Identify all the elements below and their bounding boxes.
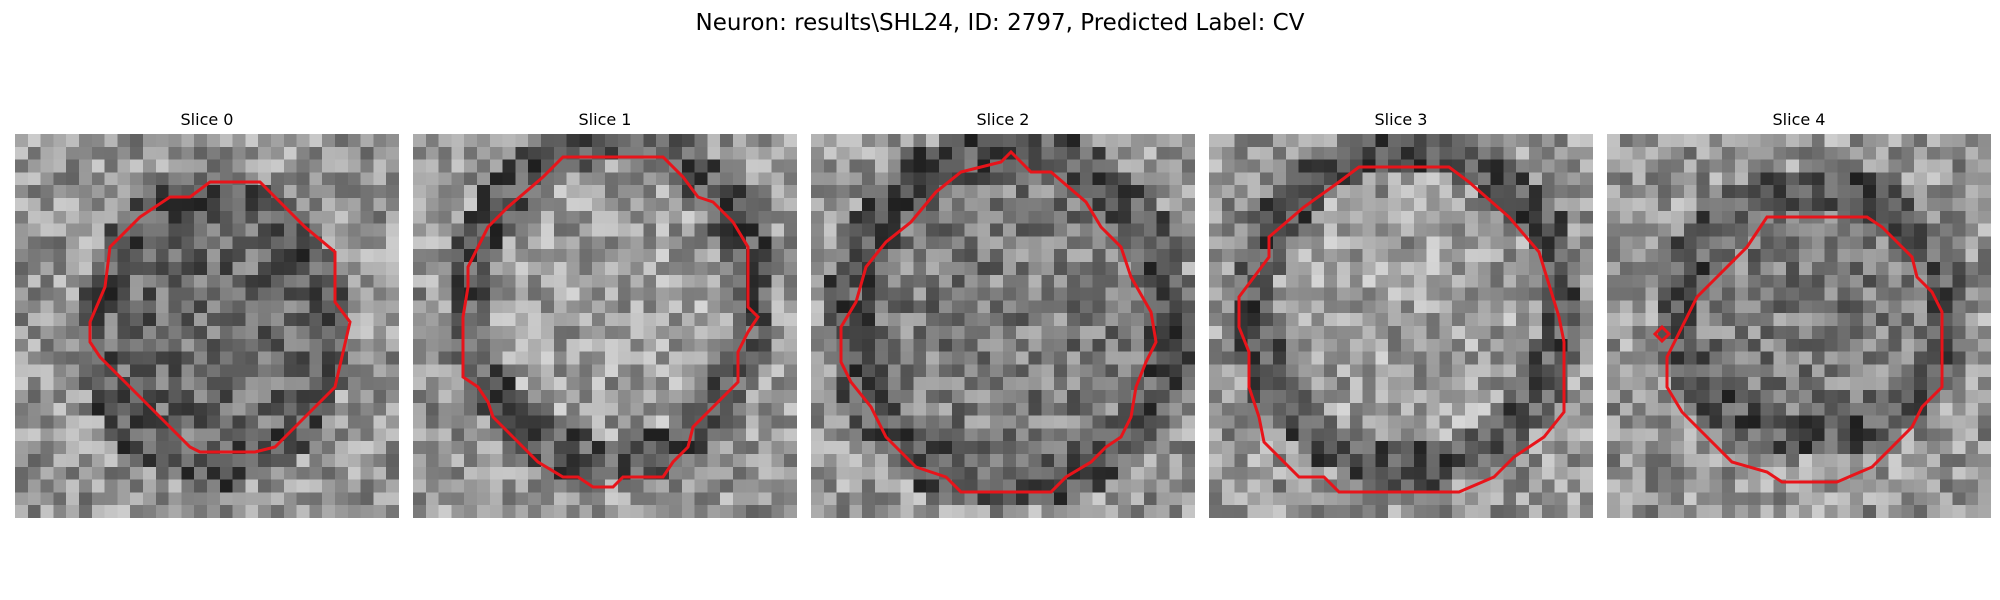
figure-title: Neuron: results\SHL24, ID: 2797, Predict… [695, 10, 1305, 36]
slice-title: Slice 0 [180, 110, 234, 129]
contour-fragment [1652, 324, 1672, 344]
grayscale-image [1607, 134, 1991, 518]
slice-panel-1: Slice 1 [413, 108, 797, 518]
slice-title: Slice 2 [976, 110, 1030, 129]
contour-overlay [1237, 165, 1566, 494]
grayscale-image [413, 134, 797, 518]
grayscale-image [1209, 134, 1593, 518]
segmentation-contour [88, 180, 352, 454]
slice-image [15, 134, 399, 518]
contour-overlay [1652, 215, 1944, 484]
slice-image [1607, 134, 1991, 518]
contour-overlay [461, 155, 760, 489]
slice-title: Slice 3 [1374, 110, 1428, 129]
slice-image [1209, 134, 1593, 518]
slice-panel-4: Slice 4 [1607, 108, 1991, 518]
slice-panel-0: Slice 0 [15, 108, 399, 518]
contour-overlay [839, 149, 1158, 494]
slice-image [413, 134, 797, 518]
slice-panel-3: Slice 3 [1209, 108, 1593, 518]
segmentation-contour [1237, 165, 1566, 494]
grayscale-image [811, 134, 1195, 518]
grayscale-image [15, 134, 399, 518]
segmentation-contour [461, 155, 760, 489]
slice-image [811, 134, 1195, 518]
slice-panel-2: Slice 2 [811, 108, 1195, 518]
slice-title: Slice 4 [1772, 110, 1826, 129]
segmentation-contour [839, 149, 1158, 494]
contour-overlay [88, 180, 352, 454]
segmentation-contour [1665, 215, 1944, 484]
slice-title: Slice 1 [578, 110, 632, 129]
